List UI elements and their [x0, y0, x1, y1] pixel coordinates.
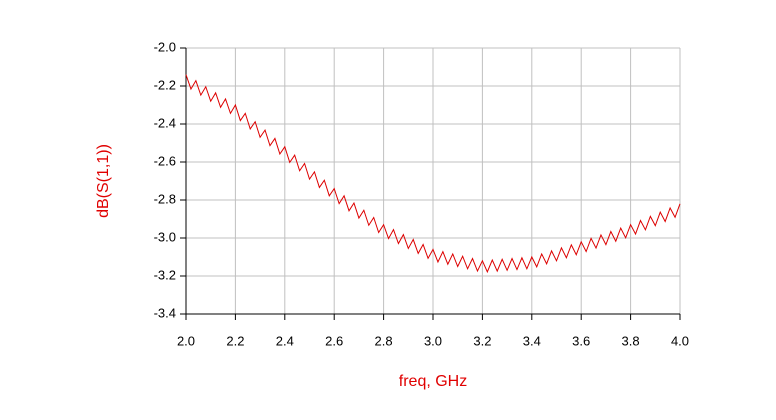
y-tick-label: -3.4: [154, 305, 176, 320]
x-tick-label: 3.4: [523, 333, 541, 348]
x-tick-label: 2.6: [325, 333, 343, 348]
y-axis-title: dB(S(1,1)): [95, 144, 112, 218]
y-tick-label: -2.6: [154, 153, 176, 168]
x-tick-label: 3.0: [424, 333, 442, 348]
data-line: [185, 74, 681, 274]
y-tick-label: -2.8: [154, 191, 176, 206]
y-tick-label: -2.4: [154, 115, 176, 130]
y-tick-label: -3.2: [154, 267, 176, 282]
x-tick-label: 2.8: [375, 333, 393, 348]
x-tick-label: 3.2: [473, 333, 491, 348]
x-tick-label: 3.6: [572, 333, 590, 348]
x-tick-label: 4.0: [671, 333, 689, 348]
x-tick-label: 2.0: [177, 333, 195, 348]
y-tick-label: -3.0: [154, 229, 176, 244]
x-tick-label: 3.8: [622, 333, 640, 348]
y-tick-label: -2.0: [154, 39, 176, 54]
y-tick-label: -2.2: [154, 77, 176, 92]
x-tick-label: 2.2: [226, 333, 244, 348]
x-axis-title: freq, GHz: [399, 373, 467, 390]
x-tick-label: 2.4: [276, 333, 294, 348]
